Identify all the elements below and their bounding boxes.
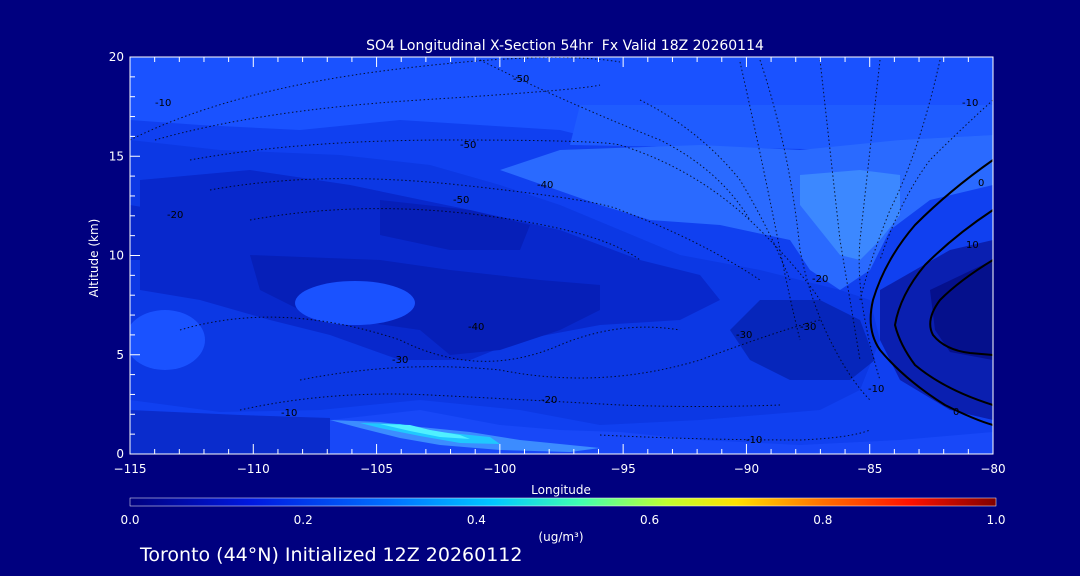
contour-label: -50 bbox=[453, 195, 469, 206]
colorbar-tick-label: 0.6 bbox=[640, 513, 659, 527]
colorbar-ticks: 0.0 0.2 0.4 0.6 0.8 1.0 bbox=[120, 513, 1005, 527]
y-tick-label: 5 bbox=[116, 348, 124, 362]
colorbar-tick-label: 0.8 bbox=[813, 513, 832, 527]
contour-label: -30 bbox=[736, 330, 752, 341]
contour-label: -20 bbox=[167, 210, 183, 221]
contour-label: -30 bbox=[800, 322, 816, 333]
y-tick-label: 20 bbox=[109, 50, 124, 64]
x-tick-label: −80 bbox=[980, 462, 1005, 476]
field-light-blob-1 bbox=[295, 281, 415, 325]
contour-label: -40 bbox=[537, 180, 553, 191]
x-axis-label: Longitude bbox=[531, 483, 591, 497]
colorbar-units-label: (ug/m³) bbox=[538, 530, 583, 544]
contour-label: -10 bbox=[962, 98, 978, 109]
contour-label: 0 bbox=[953, 407, 959, 418]
field-boundary-layer-dark bbox=[130, 410, 330, 454]
field-boundary-layer-brightest bbox=[380, 424, 470, 439]
x-tick-label: −85 bbox=[857, 462, 882, 476]
y-tick-label: 10 bbox=[109, 249, 124, 263]
y-tick-label: 15 bbox=[109, 149, 124, 163]
x-axis: −115 −110 −105 −100 −95 −90 −85 −80 bbox=[114, 57, 1006, 476]
field-core-dark bbox=[730, 300, 875, 380]
field-mid-darkest-1 bbox=[380, 200, 530, 250]
colorbar bbox=[129, 497, 997, 507]
contour-labels: -10 -50 -50 -40 -50 -20 -40 -30 -20 -10 … bbox=[155, 74, 984, 446]
footer-text: Toronto (44°N) Initialized 12Z 20260112 bbox=[139, 544, 523, 566]
contour-label: -10 bbox=[746, 435, 762, 446]
colorbar-tick-label: 1.0 bbox=[986, 513, 1005, 527]
y-tick-label: 0 bbox=[116, 447, 124, 461]
contour-label: 10 bbox=[966, 240, 979, 251]
contour-label: 0 bbox=[978, 178, 984, 189]
plot-area: -10 -50 -50 -40 -50 -20 -40 -30 -20 -10 … bbox=[130, 57, 993, 454]
y-axis: 0 5 10 15 20 bbox=[109, 50, 140, 461]
contour-label: -10 bbox=[868, 384, 884, 395]
dotted-contours bbox=[130, 57, 993, 441]
field-right-core-2 bbox=[930, 260, 993, 360]
x-tick-label: −115 bbox=[114, 462, 147, 476]
x-tick-label: −105 bbox=[360, 462, 393, 476]
colorbar-tick-label: 0.2 bbox=[294, 513, 313, 527]
y-axis-label: Altitude (km) bbox=[87, 219, 101, 298]
chart-title: SO4 Longitudinal X-Section 54hr Fx Valid… bbox=[366, 38, 764, 54]
x-tick-label: −100 bbox=[483, 462, 516, 476]
x-tick-label: −110 bbox=[237, 462, 270, 476]
x-tick-label: −95 bbox=[610, 462, 635, 476]
contour-label: -50 bbox=[460, 140, 476, 151]
contour-label: -20 bbox=[812, 274, 828, 285]
colorbar-tick-label: 0.0 bbox=[120, 513, 139, 527]
field-light-blob-2 bbox=[130, 310, 205, 370]
contour-label: -10 bbox=[281, 408, 297, 419]
solid-contours bbox=[869, 159, 993, 426]
x-tick-label: −90 bbox=[734, 462, 759, 476]
field-mid-darkest-2 bbox=[250, 255, 600, 355]
contour-label: -30 bbox=[392, 355, 408, 366]
contour-label: -20 bbox=[541, 395, 557, 406]
contour-label: -40 bbox=[468, 322, 484, 333]
field-upper-bright bbox=[570, 105, 993, 150]
contour-label: -50 bbox=[513, 74, 529, 85]
colorbar-tick-label: 0.4 bbox=[467, 513, 486, 527]
field-upper-right-bright bbox=[800, 170, 900, 260]
field-left-edge bbox=[130, 205, 200, 260]
contour-label: -10 bbox=[155, 98, 171, 109]
